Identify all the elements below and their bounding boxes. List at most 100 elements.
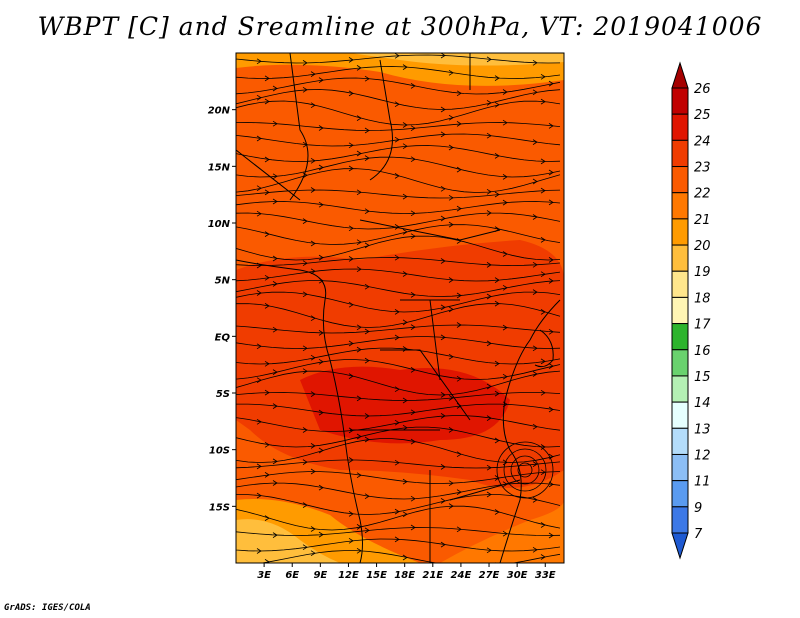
y-tick-label: EQ xyxy=(215,332,231,343)
streamline-arrow xyxy=(302,291,308,298)
streamline xyxy=(236,471,561,484)
colorbar-swatch xyxy=(671,453,689,482)
streamline-arrow xyxy=(440,541,446,548)
streamline-arrow xyxy=(456,375,462,382)
streamline-arrow xyxy=(402,193,408,200)
streamline-arrow xyxy=(394,136,400,143)
streamline-arrow xyxy=(486,415,492,421)
x-tick-label: 21E xyxy=(422,570,443,581)
streamline-arrow xyxy=(356,324,362,331)
streamline-arrow xyxy=(540,522,546,528)
temperature-field xyxy=(236,53,564,563)
streamline-arrow xyxy=(356,472,362,479)
streamline-arrow xyxy=(318,164,324,171)
colorbar-swatch xyxy=(671,375,689,403)
streamline-arrow xyxy=(272,198,278,205)
streamline-arrow xyxy=(310,391,316,397)
streamline-arrow xyxy=(532,89,538,96)
colorbar-label: 17 xyxy=(694,318,711,333)
streamline xyxy=(236,156,561,178)
streamline-arrow xyxy=(402,271,408,277)
field-zone-hot xyxy=(300,366,510,444)
streamline xyxy=(236,336,561,349)
streamline-arrow xyxy=(264,441,270,448)
streamline-arrow xyxy=(356,65,362,71)
streamline-arrow xyxy=(394,309,400,315)
x-tick-label: 33E xyxy=(535,570,556,581)
field-zone-southeast xyxy=(440,500,564,563)
streamline-arrow xyxy=(540,98,546,105)
coastlines xyxy=(236,53,561,563)
streamline-arrow xyxy=(272,120,278,127)
streamline xyxy=(236,438,561,463)
x-tick-label: 24E xyxy=(451,570,472,581)
streamline-arrow xyxy=(402,64,408,70)
x-tick-label: 3E xyxy=(257,570,271,581)
colorbar-swatch xyxy=(671,270,689,298)
colorbar-label: 23 xyxy=(694,161,711,176)
streamline-arrow xyxy=(394,53,400,59)
colorbar-bottom-arrow xyxy=(671,532,689,560)
streamline-arrow xyxy=(548,328,554,335)
streamline-arrow xyxy=(256,58,262,65)
streamline-arrow xyxy=(494,390,500,397)
streamline-arrow xyxy=(456,526,462,533)
streamline-arrow xyxy=(394,386,400,393)
streamline-arrow xyxy=(502,284,508,291)
streamline-arrow xyxy=(364,242,370,249)
streamline xyxy=(236,505,561,531)
streamline-arrow xyxy=(448,480,454,487)
colorbar-swatch xyxy=(671,349,689,377)
streamline-arrow xyxy=(348,511,354,517)
streamline-arrow xyxy=(256,135,262,142)
streamline-arrow xyxy=(264,75,270,82)
streamline-arrow xyxy=(456,322,462,328)
streamline-arrow xyxy=(486,491,492,498)
streamline-arrow xyxy=(264,98,270,105)
streamline-arrow xyxy=(318,201,324,208)
streamline-arrow xyxy=(486,100,492,106)
streamline-arrow xyxy=(440,498,446,504)
streamline-arrow xyxy=(532,261,538,268)
streamline-arrow xyxy=(486,56,492,63)
streamlines xyxy=(236,53,561,563)
streamline-arrow xyxy=(310,526,316,532)
streamline-arrow xyxy=(356,346,362,353)
colorbar-swatch xyxy=(671,139,689,168)
x-tick-label: 15E xyxy=(366,570,387,581)
streamline-arrow xyxy=(440,106,446,113)
streamline-arrow xyxy=(318,484,324,491)
streamline-arrow xyxy=(256,548,262,554)
chart-title: WBPT [C] and Sreamline at 300hPa, VT: 20… xyxy=(37,12,763,41)
streamline-arrow xyxy=(448,562,451,563)
streamline-arrow xyxy=(310,443,316,449)
streamline-arrow xyxy=(310,468,316,475)
streamline-arrow xyxy=(272,255,278,262)
streamline-arrow xyxy=(302,218,308,224)
streamline-arrow xyxy=(364,527,370,534)
streamline-arrow xyxy=(272,326,278,333)
field-zone-north-edge xyxy=(350,53,564,66)
streamline-arrow xyxy=(394,536,400,543)
colorbar-top-arrow xyxy=(671,61,689,89)
streamline-arrow xyxy=(364,436,370,443)
streamline-arrow xyxy=(440,185,446,192)
streamline-arrow xyxy=(272,480,278,486)
streamline-arrow xyxy=(318,358,324,365)
streamline-arrow xyxy=(272,403,278,409)
streamline-arrow xyxy=(356,239,362,246)
y-tick-label: 5S xyxy=(216,389,230,400)
streamline xyxy=(236,212,561,230)
streamline-arrow xyxy=(540,309,546,315)
streamline-arrow xyxy=(410,233,416,240)
streamline-arrow xyxy=(440,53,446,59)
streamline-arrow xyxy=(394,459,400,466)
streamline-arrow xyxy=(548,123,554,129)
streamline-arrow xyxy=(456,292,462,299)
colorbar-swatch xyxy=(671,244,689,272)
streamline-arrow xyxy=(402,346,408,352)
credit-text: GrADS: IGES/COLA xyxy=(4,603,91,613)
streamline xyxy=(236,303,561,328)
colorbar-label: 16 xyxy=(694,344,711,359)
colorbar-label: 20 xyxy=(694,239,711,254)
